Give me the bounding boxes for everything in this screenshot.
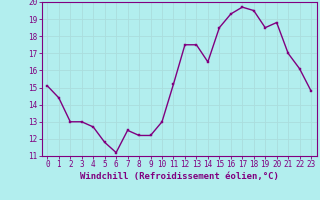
X-axis label: Windchill (Refroidissement éolien,°C): Windchill (Refroidissement éolien,°C) [80, 172, 279, 181]
